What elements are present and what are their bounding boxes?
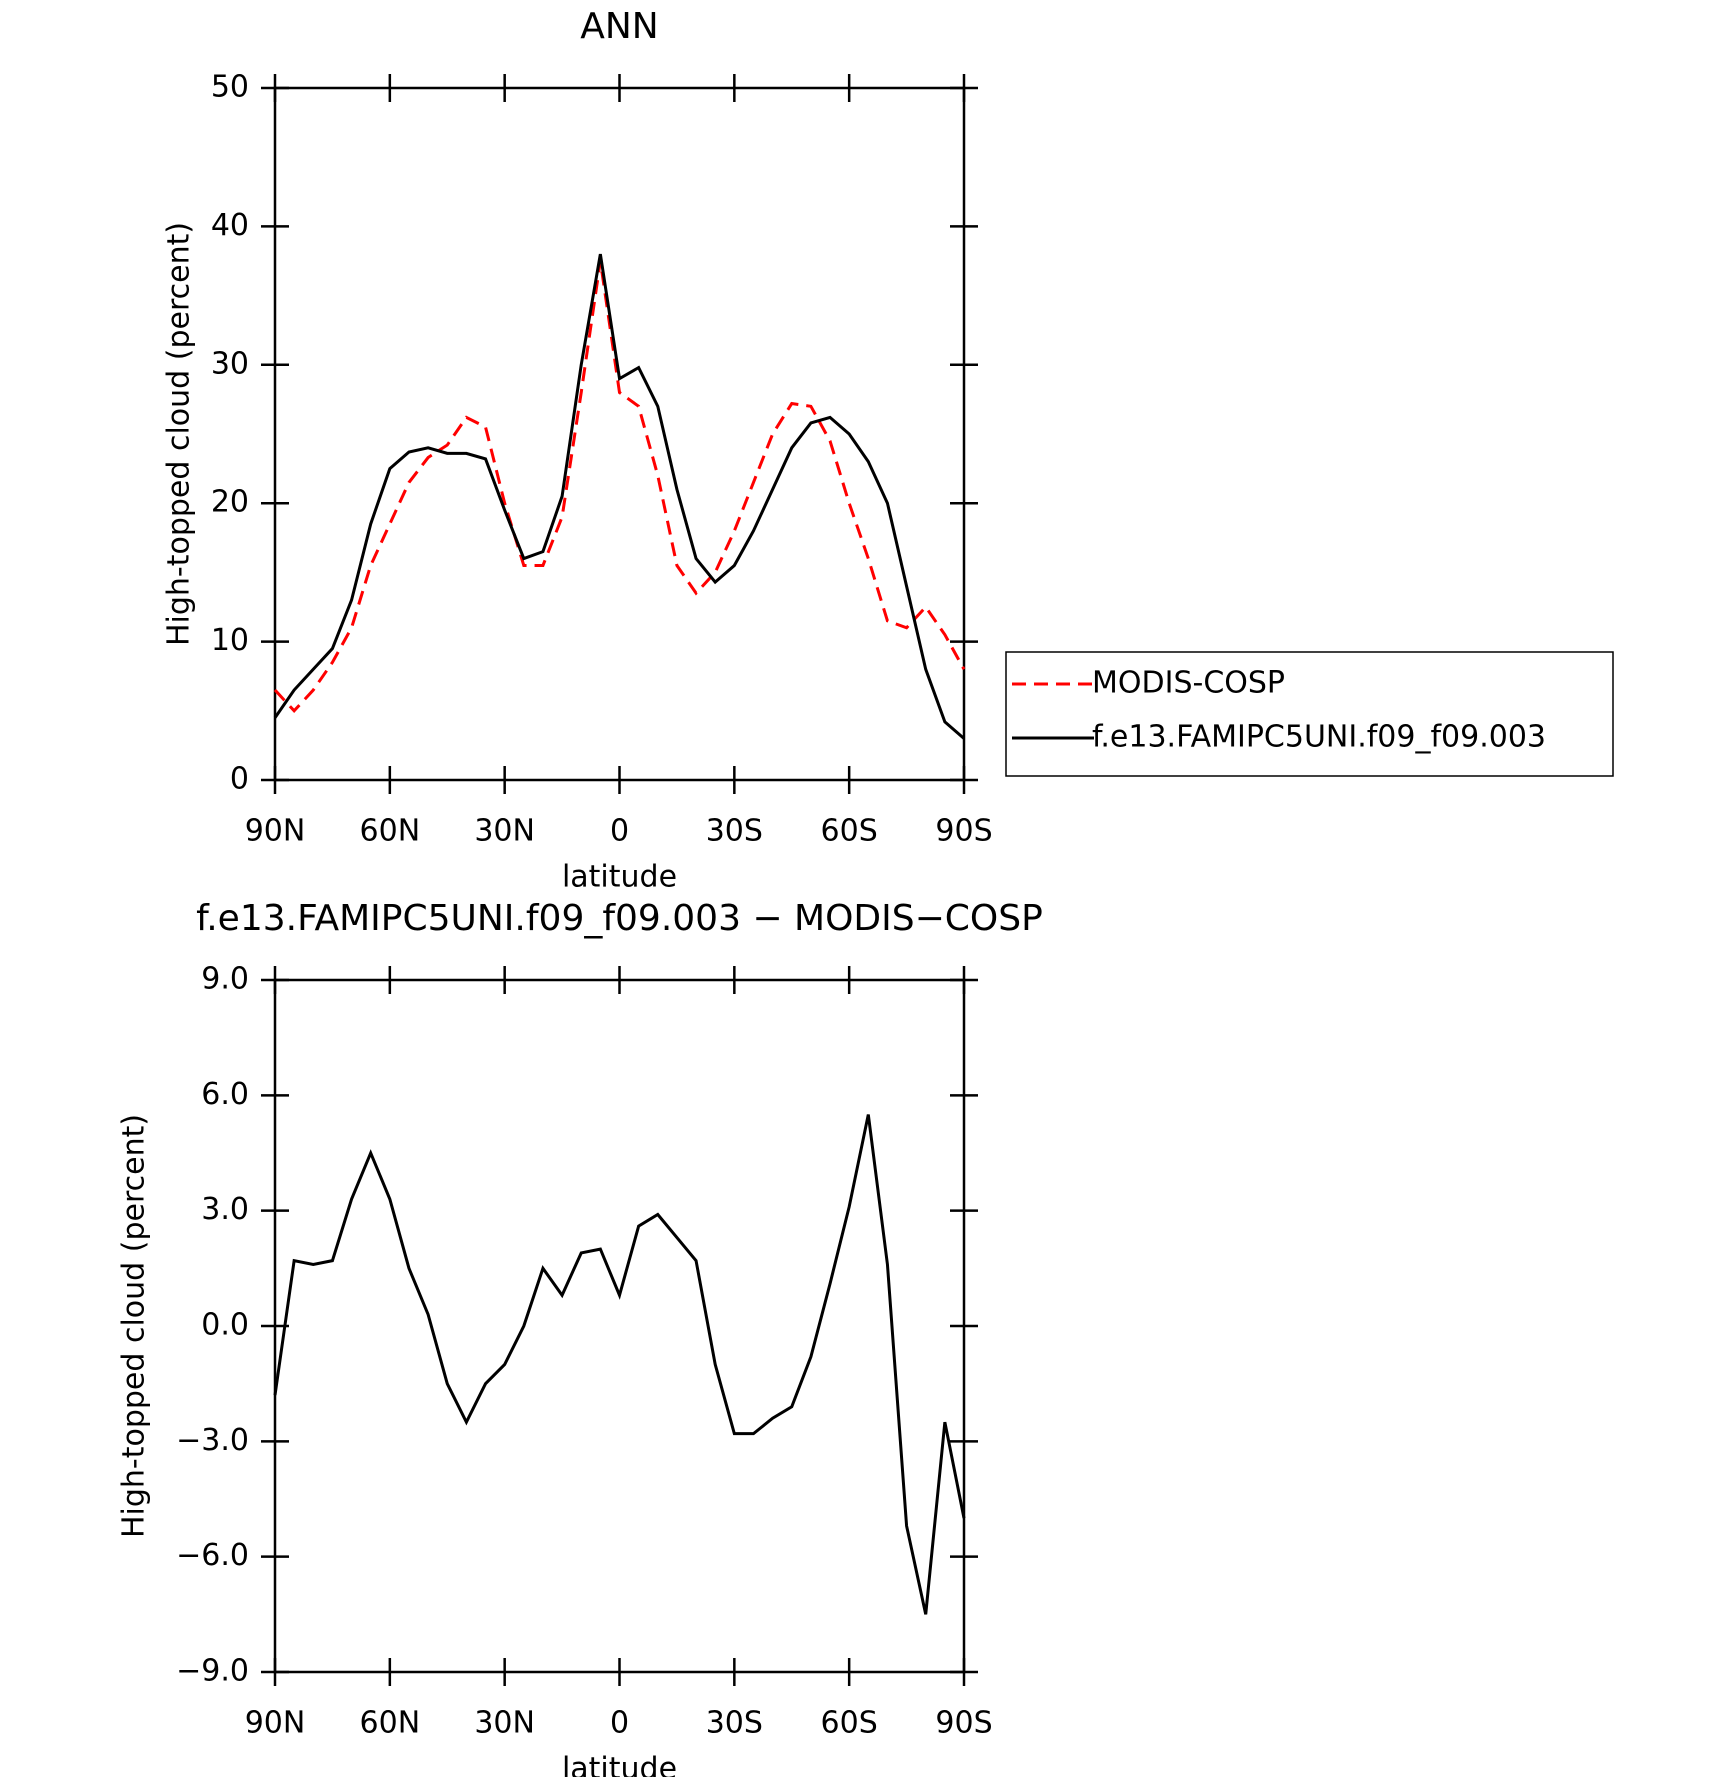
- x-tick-label: 30N: [474, 1706, 535, 1741]
- legend-box: [1005, 651, 1614, 777]
- x-tick-label: 90N: [245, 1706, 306, 1741]
- y-tick-label: 9.0: [201, 962, 249, 997]
- y-tick-label: −9.0: [176, 1654, 249, 1689]
- y-tick-label: 20: [211, 485, 249, 520]
- y-tick-label: 40: [211, 208, 249, 243]
- legend-label: f.e13.FAMIPC5UNI.f09_f09.003: [1092, 720, 1546, 755]
- y-tick-label: 0: [230, 762, 249, 797]
- legend-label: MODIS-COSP: [1092, 666, 1285, 701]
- y-tick-label: −3.0: [176, 1423, 249, 1458]
- y-tick-label: 30: [211, 346, 249, 381]
- x-tick-label: 30S: [706, 1706, 763, 1741]
- y-tick-label: 10: [211, 623, 249, 658]
- chart-title: ANN: [580, 6, 659, 47]
- x-tick-label: 0: [610, 814, 629, 849]
- plot-frame: [273, 86, 966, 782]
- x-axis-label: latitude: [562, 1752, 677, 1777]
- x-tick-label: 60N: [360, 814, 421, 849]
- chart-title: f.e13.FAMIPC5UNI.f09_f09.003 − MODIS−COS…: [196, 898, 1043, 939]
- x-tick-label: 0: [610, 1706, 629, 1741]
- data-line: [273, 253, 965, 740]
- x-axis-label: latitude: [562, 860, 677, 895]
- x-tick-label: 90S: [935, 1706, 992, 1741]
- y-axis-label: High-topped cloud (percent): [117, 1114, 152, 1538]
- x-tick-label: 90S: [935, 814, 992, 849]
- data-line: [273, 1114, 966, 1615]
- x-tick-label: 30N: [474, 814, 535, 849]
- y-tick-label: 50: [211, 70, 249, 105]
- x-tick-label: 60S: [821, 1706, 878, 1741]
- x-tick-label: 60N: [360, 1706, 421, 1741]
- plot-frame: [273, 978, 966, 1674]
- y-axis-label: High-topped cloud (percent): [162, 222, 197, 646]
- y-tick-label: 0.0: [201, 1308, 249, 1343]
- y-tick-label: 3.0: [201, 1192, 249, 1227]
- data-line: [273, 260, 966, 714]
- y-tick-label: −6.0: [176, 1538, 249, 1573]
- x-tick-label: 90N: [245, 814, 306, 849]
- x-tick-label: 30S: [706, 814, 763, 849]
- y-tick-label: 6.0: [201, 1077, 249, 1112]
- x-tick-label: 60S: [821, 814, 878, 849]
